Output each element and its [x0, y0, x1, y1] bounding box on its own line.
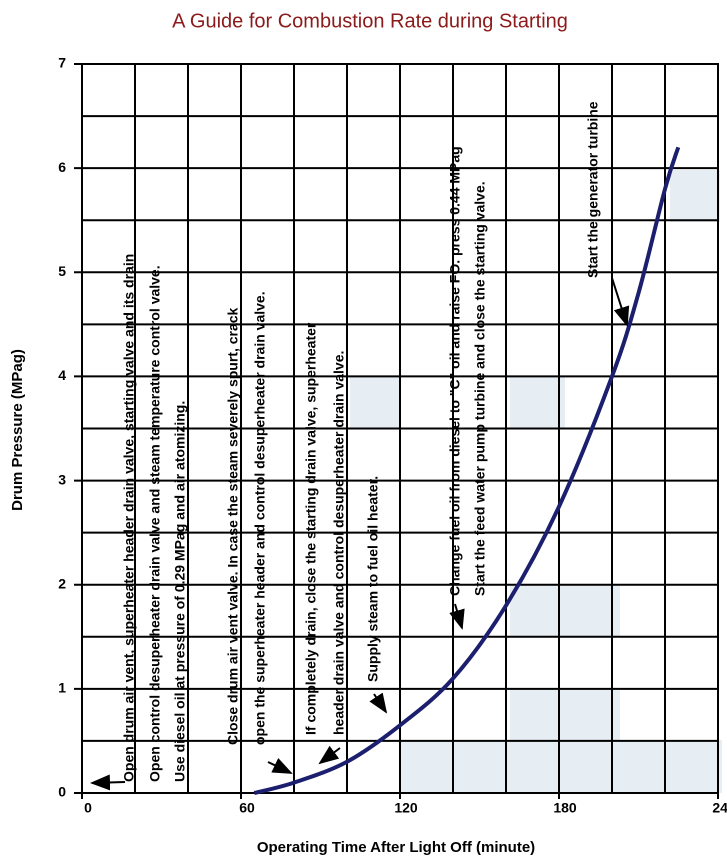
x-axis-label: Operating Time After Light Off (minute)	[257, 839, 535, 856]
annotation: Close drum air vent valve. In case the s…	[225, 307, 241, 745]
shade	[510, 740, 720, 793]
annotation: Open drum air vent, superheater header d…	[121, 254, 137, 782]
shade	[510, 377, 565, 429]
y-tick-label: 6	[58, 159, 66, 175]
annotation: Open control desuperheater drain valve a…	[147, 265, 163, 782]
y-tick-label: 3	[58, 471, 66, 487]
x-tick-label: 180	[553, 800, 577, 816]
arrow	[267, 758, 293, 774]
x-tick-label: 0	[84, 800, 92, 816]
annotation: open the superheater header and control …	[252, 291, 268, 745]
y-tick-label: 4	[58, 367, 66, 383]
shade	[510, 585, 620, 637]
shade	[350, 377, 400, 429]
annotation: Supply steam to fuel oil heater.	[365, 476, 381, 682]
y-axis-label: Drum Pressure (MPag)	[9, 349, 26, 511]
shade	[510, 688, 620, 740]
y-tick-label: 5	[58, 263, 66, 279]
chart-title: A Guide for Combustion Rate during Start…	[172, 10, 568, 32]
annotation: If completely drain, close the starting …	[303, 322, 319, 735]
y-tick-label: 2	[58, 575, 66, 591]
arrow	[611, 277, 630, 327]
annotation: Start the generator turbine	[585, 101, 601, 278]
x-tick-label: 120	[394, 800, 418, 816]
arrow	[90, 774, 126, 791]
annotation: Start the feed water pump turbine and cl…	[472, 181, 488, 596]
x-tick-label: 60	[239, 800, 255, 816]
x-tick-label: 240	[712, 800, 727, 816]
annotation: Use diesel oil at pressure of 0.29 MPag …	[172, 401, 188, 782]
curve	[253, 146, 681, 795]
annotation: Change fuel oil from diesel to "C" oil a…	[447, 146, 463, 596]
arrow	[369, 692, 388, 714]
arrow	[449, 603, 465, 630]
plot-frame	[81, 63, 719, 794]
annotation: header drain valve and control desuperhe…	[331, 351, 347, 735]
y-tick-label: 1	[58, 680, 66, 696]
y-tick-label: 7	[58, 55, 66, 71]
y-tick-label: 0	[58, 784, 66, 800]
arrow	[318, 745, 341, 765]
shade	[670, 170, 720, 222]
